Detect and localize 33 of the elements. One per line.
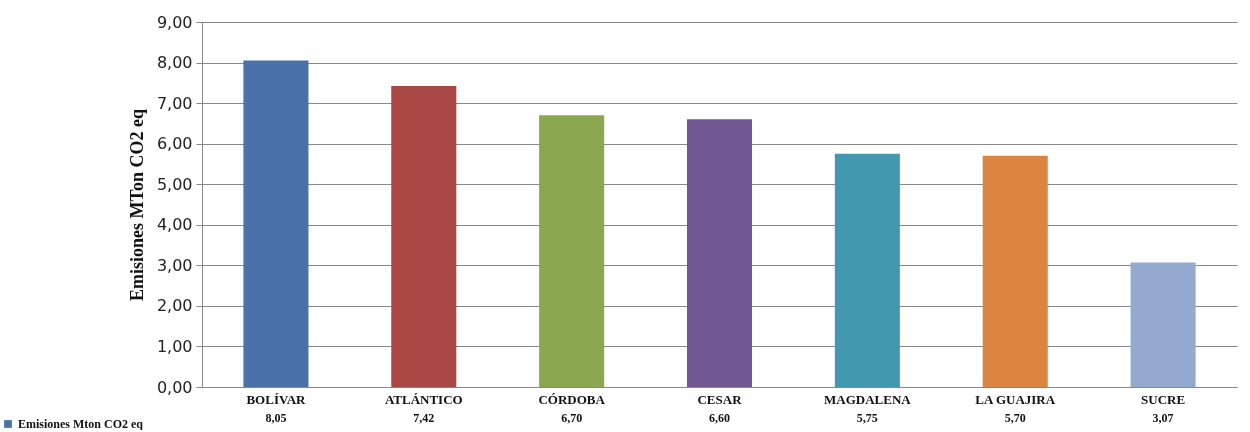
x-tick-label: MAGDALENA	[824, 391, 912, 407]
data-label: 5,70	[1004, 411, 1026, 425]
bar	[982, 155, 1048, 387]
data-label: 8,05	[265, 411, 287, 425]
y-axis-title: Emisiones MTon CO2 eq	[126, 109, 147, 301]
bar	[539, 115, 605, 387]
bar	[243, 60, 309, 387]
x-tick-label: CESAR	[697, 391, 743, 407]
bar	[834, 153, 900, 387]
x-tick-label: LA GUAJIRA	[975, 391, 1056, 407]
x-tick-label: BOLÍVAR	[246, 391, 307, 407]
y-tick-label: 2,00	[156, 296, 193, 316]
bar	[686, 119, 753, 387]
y-tick-label: 3,00	[156, 255, 193, 275]
x-tick-label: ATLÁNTICO	[384, 391, 463, 407]
data-label: 3,07	[1152, 411, 1174, 425]
x-tick-label: CÓRDOBA	[538, 391, 606, 407]
bar	[391, 86, 457, 387]
y-tick-label: 9,00	[156, 12, 193, 32]
y-tick-label: 4,00	[156, 215, 193, 235]
data-label: 6,70	[561, 411, 583, 425]
y-tick-label: 6,00	[156, 134, 193, 154]
y-tick-label: 5,00	[156, 174, 193, 194]
data-label: 7,42	[413, 411, 435, 425]
y-tick-label: 1,00	[156, 336, 193, 356]
bar	[1130, 262, 1196, 387]
x-tick-label: SUCRE	[1141, 391, 1186, 407]
data-label: 6,60	[709, 411, 730, 425]
legend-label: Emisiones Mton CO2 eq	[18, 417, 144, 431]
y-tick-label: 0,00	[156, 377, 193, 397]
y-tick-label: 8,00	[156, 53, 193, 73]
data-label: 5,75	[856, 411, 878, 425]
y-tick-label: 7,00	[156, 93, 193, 113]
